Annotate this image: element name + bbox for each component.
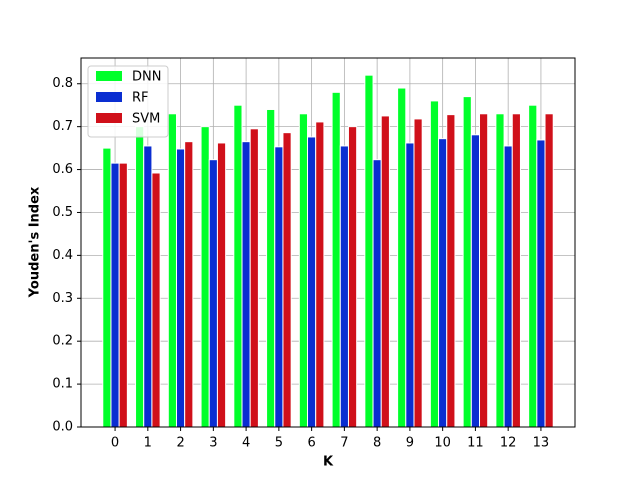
bar	[266, 108, 276, 428]
y-tick-label: 0.6	[52, 162, 73, 177]
x-tick-label: 12	[500, 436, 517, 451]
x-tick-label: 11	[467, 436, 484, 451]
bar	[503, 145, 513, 428]
x-tick-label: 2	[176, 436, 184, 451]
bar	[544, 113, 554, 428]
bar	[216, 142, 227, 428]
x-tick-label: 5	[275, 436, 283, 451]
y-tick-label: 0.0	[52, 420, 73, 435]
x-tick-label: 4	[242, 436, 250, 451]
bar	[413, 118, 423, 428]
bar	[470, 134, 481, 428]
bar	[405, 142, 415, 428]
bar	[380, 115, 390, 428]
x-tick-label: 6	[307, 436, 315, 451]
bar	[372, 159, 382, 428]
bar	[511, 113, 521, 428]
legend-label: RF	[132, 91, 149, 106]
bar	[339, 145, 349, 428]
x-tick-label: 13	[533, 436, 550, 451]
legend-swatch	[96, 92, 122, 102]
x-tick-label: 8	[373, 436, 381, 451]
bar	[495, 113, 505, 428]
legend-label: SVM	[132, 112, 160, 127]
y-tick-label: 0.7	[52, 119, 73, 134]
y-axis-label: Youden's Index	[28, 186, 43, 298]
bar	[347, 126, 358, 428]
bar	[274, 146, 284, 428]
bar	[135, 126, 145, 428]
bar	[446, 114, 456, 428]
y-tick-label: 0.1	[52, 377, 73, 392]
bar	[208, 159, 218, 428]
legend-swatch	[96, 71, 122, 81]
bar	[307, 136, 317, 428]
bar	[331, 91, 341, 428]
legend: DNN RF SVM	[87, 65, 169, 138]
bar	[143, 145, 153, 428]
x-tick-label: 7	[340, 436, 348, 451]
plot-frame	[80, 57, 576, 428]
bar	[438, 138, 448, 428]
bar	[167, 113, 177, 428]
x-tick-label: 10	[434, 436, 451, 451]
bar	[118, 162, 128, 428]
bar	[233, 104, 243, 428]
legend-label: DNN	[132, 70, 161, 85]
bar	[479, 113, 489, 428]
bar	[536, 139, 546, 428]
x-tick-label: 9	[406, 436, 414, 451]
bar	[241, 141, 251, 428]
x-tick-label: 3	[209, 436, 217, 451]
bar	[110, 162, 120, 428]
bar	[528, 104, 538, 428]
y-tick-label: 0.3	[52, 291, 73, 306]
legend-swatch	[96, 113, 122, 123]
bar	[200, 126, 210, 428]
y-tick-label: 0.2	[52, 334, 73, 349]
bar	[102, 147, 112, 428]
x-tick-label: 1	[144, 436, 152, 451]
y-tick-label: 0.4	[52, 248, 73, 263]
bar	[175, 148, 186, 428]
bar	[462, 96, 472, 428]
bar	[298, 113, 309, 428]
y-tick-label: 0.5	[52, 205, 73, 220]
bar	[184, 141, 194, 428]
x-tick-label: 0	[111, 436, 119, 451]
bar	[429, 100, 440, 428]
bar	[364, 74, 374, 428]
y-tick-label: 0.8	[52, 76, 73, 91]
bar	[282, 132, 292, 428]
x-axis-label: K	[323, 455, 334, 470]
bar	[249, 128, 259, 428]
bar	[151, 172, 161, 428]
bar	[397, 87, 407, 428]
bar	[315, 121, 325, 428]
